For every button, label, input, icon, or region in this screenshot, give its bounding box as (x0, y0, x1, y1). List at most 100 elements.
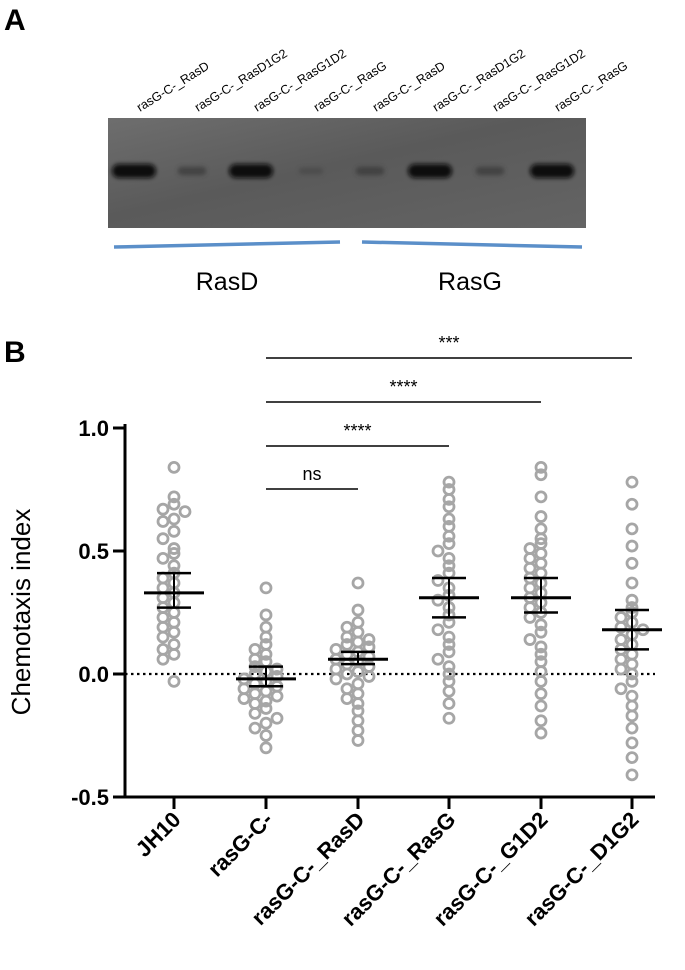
data-point (442, 684, 456, 698)
data-point (259, 608, 273, 622)
panel-b-letter: B (4, 336, 26, 369)
data-point (431, 544, 445, 558)
data-point (167, 490, 181, 504)
data-point (625, 475, 639, 489)
data-point (259, 694, 273, 708)
data-point (442, 638, 456, 651)
data-point (523, 542, 537, 555)
data-point (442, 630, 456, 644)
blot-band (298, 167, 324, 175)
data-point (442, 537, 456, 551)
data-point (156, 532, 170, 546)
data-point (625, 751, 639, 765)
data-point (534, 490, 548, 504)
data-point (362, 633, 376, 646)
blot-band (530, 164, 574, 178)
lane-labels: rasG-C-_RasDrasG-C-_RasD1G2rasG-C-_RasG1… (134, 46, 630, 114)
data-point (534, 625, 548, 639)
data-point (534, 687, 548, 701)
y-tick-label: -0.5 (71, 785, 109, 810)
panel-a-letter: A (4, 4, 26, 37)
data-point (625, 556, 639, 570)
group-label-rasd: RasD (196, 268, 259, 296)
data-point (431, 623, 445, 637)
series-group (602, 475, 662, 782)
series-group (511, 460, 571, 740)
data-point (259, 702, 273, 715)
data-point (442, 711, 456, 725)
data-point (534, 640, 548, 654)
data-point (442, 697, 456, 710)
data-point (534, 726, 548, 740)
data-point (625, 709, 639, 723)
data-point (534, 460, 548, 474)
data-point (534, 537, 548, 551)
rasg-group-line (361, 240, 583, 249)
data-point (167, 547, 181, 560)
data-point (534, 618, 548, 632)
data-point (442, 645, 456, 659)
data-point (442, 500, 456, 514)
data-point (534, 714, 548, 728)
data-point (156, 515, 170, 528)
data-point (259, 638, 273, 651)
data-point (167, 542, 181, 555)
category-label: JH10 (131, 807, 186, 862)
data-point (534, 674, 548, 688)
data-point (625, 736, 639, 750)
data-point (431, 574, 445, 587)
category-label: rasG-C- (203, 807, 278, 882)
data-point (167, 512, 181, 526)
data-point (167, 460, 181, 474)
data-point (534, 647, 548, 661)
data-point (178, 505, 192, 519)
data-point (270, 662, 284, 676)
data-point (237, 692, 251, 705)
data-point (351, 734, 365, 747)
data-point (156, 551, 170, 565)
data-point (625, 721, 639, 735)
data-point (270, 711, 284, 725)
y-tick-label: 0.5 (78, 539, 109, 564)
lane-label: rasG-C-_RasD1G2 (192, 46, 290, 114)
blot-band (229, 164, 273, 178)
data-point (614, 682, 628, 696)
rasd-group-line (113, 240, 341, 249)
data-point (614, 633, 628, 646)
significance-label: **** (389, 377, 417, 397)
significance-label: ns (302, 464, 321, 484)
data-point (248, 721, 262, 735)
data-point (625, 522, 639, 536)
data-point (167, 674, 181, 688)
blot-bands (112, 164, 574, 178)
data-point (167, 524, 181, 538)
data-point (248, 706, 262, 720)
data-point (351, 615, 365, 629)
data-point (625, 576, 639, 590)
data-point (340, 638, 354, 651)
data-point (259, 729, 273, 742)
data-point (167, 638, 181, 651)
y-tick-label: 1.0 (78, 416, 109, 441)
group-label-rasg: RasG (438, 268, 502, 296)
data-point (442, 551, 456, 565)
data-point (431, 593, 445, 607)
blot-band (177, 166, 207, 176)
data-point (156, 643, 170, 656)
data-point (259, 741, 273, 755)
y-tick-label: 0.0 (78, 662, 109, 687)
data-point (534, 522, 548, 536)
data-point (625, 539, 639, 553)
y-axis-label: Chemotaxis index (6, 509, 36, 716)
data-point (248, 643, 262, 656)
significance-label: *** (438, 333, 459, 353)
data-point (534, 510, 548, 523)
data-point (442, 660, 456, 674)
series-group (236, 581, 296, 755)
data-point (351, 603, 365, 617)
data-point (442, 520, 456, 533)
data-point (167, 497, 181, 511)
series-group (328, 576, 388, 747)
